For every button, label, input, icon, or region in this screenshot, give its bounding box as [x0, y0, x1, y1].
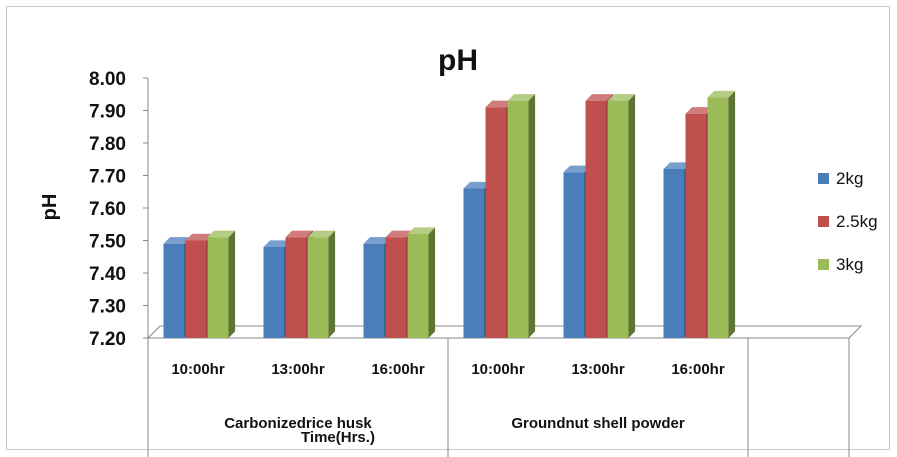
group-label: Carbonizedrice husk [224, 415, 372, 432]
bar [407, 227, 436, 338]
legend-label: 2.5kg [836, 212, 878, 231]
y-tick-label: 7.60 [89, 199, 126, 220]
bar-top [507, 94, 536, 101]
legend-label: 3kg [836, 255, 863, 274]
bar-top [685, 107, 714, 114]
bar [307, 230, 336, 338]
bar-top [663, 162, 692, 169]
bar-side [528, 94, 536, 339]
bar-top [363, 237, 392, 244]
bar-side [728, 90, 736, 339]
y-tick-label: 7.70 [89, 167, 126, 188]
x-tick-label: 16:00hr [671, 361, 725, 378]
legend-swatch [818, 216, 829, 227]
y-tick-label: 7.40 [89, 264, 126, 285]
bar-top [385, 230, 414, 238]
bar-side [228, 230, 236, 338]
bar-front [407, 234, 429, 338]
bar [707, 90, 736, 339]
x-tick-label: 10:00hr [471, 361, 525, 378]
bar [607, 94, 636, 339]
y-tick-label: 8.00 [89, 69, 126, 90]
bar-front [663, 169, 685, 338]
bar-top [485, 100, 514, 108]
chart-title: pH [438, 44, 478, 77]
bar-front [385, 237, 407, 338]
bar-top [407, 227, 436, 234]
bar-front [163, 243, 185, 338]
bar-front [307, 237, 329, 338]
bar [207, 230, 236, 338]
bar-front [685, 113, 707, 338]
bar-top [185, 233, 214, 241]
y-tick-label: 7.90 [89, 102, 126, 123]
x-tick-label: 10:00hr [171, 361, 225, 378]
bar-front [185, 240, 207, 338]
bar-top [163, 237, 192, 244]
bar-front [363, 243, 385, 338]
legend-swatch [818, 259, 829, 270]
bar-top [263, 240, 292, 247]
y-tick-label: 7.50 [89, 232, 126, 253]
bar-side [628, 94, 636, 339]
y-tick-label: 7.30 [89, 297, 126, 318]
x-tick-label: 13:00hr [571, 361, 625, 378]
legend-swatch [818, 173, 829, 184]
bar-top [463, 181, 492, 189]
y-tick-label: 7.80 [89, 134, 126, 155]
bar-front [207, 237, 229, 338]
bar-front [263, 247, 285, 338]
bar-front [607, 100, 629, 338]
bar-front [707, 97, 729, 338]
bar-top [307, 230, 336, 238]
bar-top [207, 230, 236, 238]
y-axis-label: pH [39, 194, 61, 221]
bar-front [485, 107, 507, 338]
bar-front [563, 172, 585, 338]
bar-top [707, 90, 736, 98]
bar-top [585, 94, 614, 101]
bar-front [507, 100, 529, 338]
bar-front [585, 100, 607, 338]
x-tick-label: 16:00hr [371, 361, 425, 378]
plot-area: 7.20 7.30 7.40 7.50 7.60 7.70 7.80 7.90 8.00 Carb… [89, 69, 863, 457]
legend-label: 2kg [836, 169, 863, 188]
bar-top [285, 230, 314, 238]
x-tick-label: 13:00hr [271, 361, 325, 378]
bar-front [285, 237, 307, 338]
bar-side [328, 230, 336, 338]
bar [507, 94, 536, 339]
legend: 2kg 2.5kg 3kg [818, 169, 878, 274]
bar-side [428, 227, 436, 338]
y-tick-label: 7.20 [89, 329, 126, 350]
bar-front [463, 188, 485, 338]
bar-top [563, 165, 592, 173]
bar-top [607, 94, 636, 101]
x-axis-title: Time(Hrs.) [301, 429, 375, 446]
group-label: Groundnut shell powder [511, 415, 684, 432]
